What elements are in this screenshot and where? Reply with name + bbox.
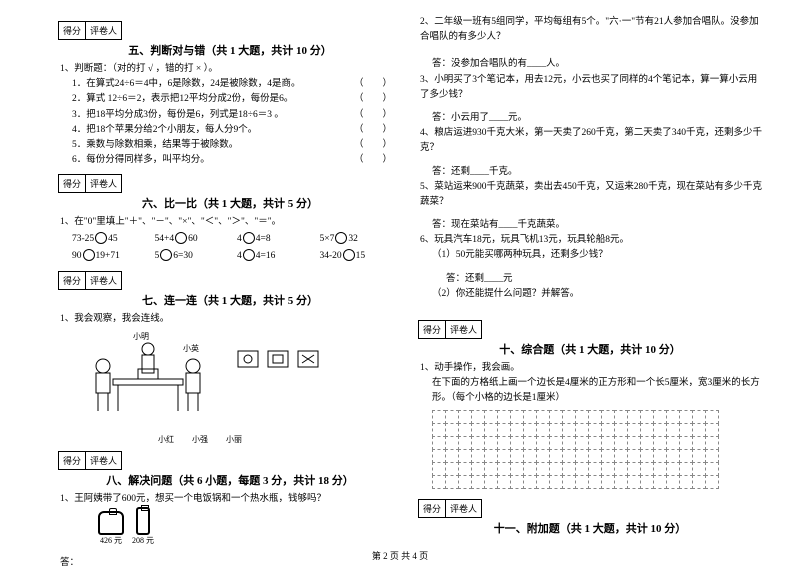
score-box-6: 得分 评卷人 <box>58 174 402 193</box>
section5-title: 五、判断对与错（共 1 大题，共计 10 分） <box>58 42 402 58</box>
blank-circle <box>95 232 107 244</box>
s5-item1: 1．在算式24÷6＝4中，6是除数，24是被除数，4是商。（ ） <box>72 77 402 92</box>
blank-circle <box>160 249 172 261</box>
a4: 答：还剩____千克。 <box>432 165 762 180</box>
s5-item2: 2．算式 12÷6＝2，表示把12平均分成2份，每份是6。（ ） <box>72 92 402 107</box>
reviewer-label: 评卷人 <box>446 499 482 518</box>
reviewer-label: 评卷人 <box>446 320 482 339</box>
svg-text:小英: 小英 <box>183 343 199 353</box>
section6-stem: 1、在"0"里填上"＋"、"－"、"×"、"＜"、"＞"、"＝"。 <box>60 215 402 230</box>
svg-text:小明: 小明 <box>133 332 149 341</box>
q5: 5、菜站运来900千克蔬菜，卖出去450千克，又运来280千克，现在菜站有多少千… <box>420 180 762 210</box>
section8-q1: 1、王阿姨带了600元，想买一个电饭锅和一个热水瓶，钱够吗？ <box>60 492 402 507</box>
section10-desc: 在下面的方格纸上画一个边长是4厘米的正方形和一个长5厘米，宽3厘米的长方形。（每… <box>432 376 762 406</box>
q2: 2、二年级一班有5组同学，平均每组有5个。"六·一"节有21人参加合唱队。没参加… <box>420 15 762 45</box>
score-label: 得分 <box>58 271 86 290</box>
q6: 6、玩具汽车18元，玩具飞机13元，玩具轮船8元。 <box>420 233 762 248</box>
s5-item3: 3．把18平均分成3份，每份是6，列式是18÷6＝3 。（ ） <box>72 108 402 123</box>
a2: 答：没参加合唱队的有____人。 <box>432 57 762 72</box>
reviewer-label: 评卷人 <box>86 451 122 470</box>
blank-circle <box>335 232 347 244</box>
score-box-5: 得分 评卷人 <box>58 21 402 40</box>
blank-circle <box>243 232 255 244</box>
a5: 答：现在菜站有____千克蔬菜。 <box>432 218 762 233</box>
q4: 4、粮店运进930千克大米，第一天卖了260千克，第二天卖了340千克，还剩多少… <box>420 126 762 156</box>
section7-title: 七、连一连（共 1 大题，共计 5 分） <box>58 292 402 308</box>
q6a: （1）50元能买哪两种玩具，还剩多少钱？ <box>432 248 762 263</box>
s5-item4: 4．把18个苹果分给2个小朋友，每人分9个。（ ） <box>72 123 402 138</box>
appliance-icons: 426 元 208 元 <box>98 507 402 546</box>
score-box-7: 得分 评卷人 <box>58 271 402 290</box>
section7-stem: 1、我会观察，我会连线。 <box>60 312 402 327</box>
matching-drawing: 小明 小英 小红 小强 小丽 <box>78 331 402 445</box>
compare-row-1: 73-2545 54+460 44=8 5×732 <box>72 231 402 248</box>
score-box-10: 得分 评卷人 <box>418 320 762 339</box>
score-label: 得分 <box>418 499 446 518</box>
compare-row-2: 9019+71 56=30 44=16 34-2015 <box>72 248 402 265</box>
blank-circle <box>343 249 355 261</box>
section5-stem: 1、判断题：（对的打 √ ，错的打 × ）。 <box>60 62 402 77</box>
page-footer: 第 2 页 共 4 页 <box>0 549 800 562</box>
reviewer-label: 评卷人 <box>86 174 122 193</box>
blank-circle <box>175 232 187 244</box>
score-label: 得分 <box>58 174 86 193</box>
score-box-8: 得分 评卷人 <box>58 451 402 470</box>
q6b: （2）你还能提什么问题？并解答。 <box>432 287 762 302</box>
score-label: 得分 <box>58 21 86 40</box>
answer-grid <box>432 411 762 489</box>
section11-title: 十一、附加题（共 1 大题，共计 10 分） <box>418 520 762 536</box>
q3: 3、小明买了3个笔记本，用去12元，小云也买了同样的4个笔记本，算一算小云用了多… <box>420 73 762 103</box>
right-column: 2、二年级一班有5组同学，平均每组有5个。"六·一"节有21人参加合唱队。没参加… <box>410 15 770 555</box>
blank-circle <box>243 249 255 261</box>
rice-cooker-icon <box>98 511 124 535</box>
reviewer-label: 评卷人 <box>86 21 122 40</box>
section10-title: 十、综合题（共 1 大题，共计 10 分） <box>418 341 762 357</box>
blank-circle <box>83 249 95 261</box>
section8-title: 八、解决问题（共 6 小题，每题 3 分，共计 18 分） <box>58 472 402 488</box>
names-row: 小红 小强 小丽 <box>158 434 402 445</box>
thermos-icon <box>136 507 150 535</box>
score-label: 得分 <box>58 451 86 470</box>
section6-title: 六、比一比（共 1 大题，共计 5 分） <box>58 195 402 211</box>
a3: 答：小云用了____元。 <box>432 111 762 126</box>
section10-stem: 1、动手操作，我会画。 <box>420 361 762 376</box>
s5-item5: 5．乘数与除数相乘，结果等于被除数。（ ） <box>72 138 402 153</box>
reviewer-label: 评卷人 <box>86 271 122 290</box>
left-column: 得分 评卷人 五、判断对与错（共 1 大题，共计 10 分） 1、判断题：（对的… <box>50 15 410 555</box>
people-objects-icon: 小明 小英 <box>78 331 338 431</box>
score-box-11: 得分 评卷人 <box>418 499 762 518</box>
score-label: 得分 <box>418 320 446 339</box>
a6a: 答：还剩____元 <box>446 272 762 287</box>
s5-item6: 6．每份分得同样多，叫平均分。（ ） <box>72 153 402 168</box>
